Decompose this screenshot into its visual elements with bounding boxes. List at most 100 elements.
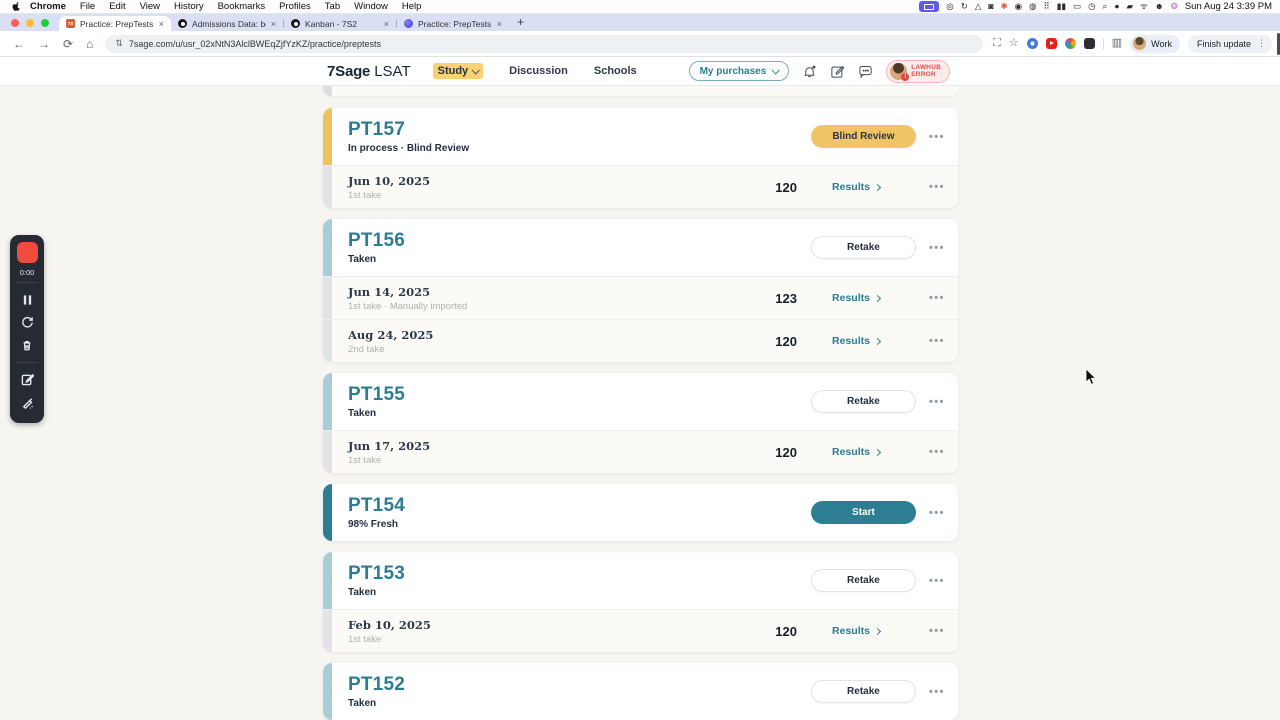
- triangle-icon[interactable]: △: [974, 1, 982, 12]
- browser-tab-1[interactable]: 7S Practice: PrepTests ×: [59, 16, 171, 31]
- close-tab-icon[interactable]: ×: [158, 18, 164, 29]
- tab-capture-icon[interactable]: ⛶: [993, 37, 1001, 49]
- extension-dark-icon[interactable]: [1083, 38, 1095, 49]
- chrome-menu-icon[interactable]: ⋮: [1257, 38, 1266, 48]
- home-button[interactable]: ⌂: [86, 36, 94, 51]
- menubar-clock[interactable]: Sun Aug 24 3:39 PM: [1184, 1, 1272, 12]
- extension-color-icon[interactable]: [1064, 38, 1076, 49]
- card-menu-button[interactable]: •••: [928, 241, 945, 254]
- results-link[interactable]: Results: [797, 335, 915, 347]
- bell-icon[interactable]: ●: [1114, 1, 1120, 12]
- minimize-window-button[interactable]: [26, 18, 34, 27]
- paw-app-icon[interactable]: ✱: [1000, 1, 1008, 12]
- take-menu-button[interactable]: •••: [928, 181, 945, 193]
- take-menu-button[interactable]: •••: [928, 335, 945, 347]
- new-tab-button[interactable]: +: [517, 15, 525, 29]
- take-menu-button[interactable]: •••: [928, 625, 945, 637]
- menu-item-view[interactable]: View: [139, 1, 161, 12]
- browser-tab-2[interactable]: Admissions Data: better law ×: [171, 16, 283, 31]
- browser-tab-4[interactable]: Practice: PrepTests - 24 Aug ×: [397, 16, 509, 31]
- lawhub-error-badge[interactable]: LAWHUB ERROR: [886, 59, 950, 83]
- spotlight-icon[interactable]: ⌕: [1102, 1, 1108, 12]
- menu-item-tab[interactable]: Tab: [324, 1, 341, 12]
- extension-blue-icon[interactable]: [1026, 38, 1038, 49]
- badge-app-icon[interactable]: ◉: [1014, 1, 1023, 12]
- keyboard-icon[interactable]: ▮▮: [1056, 1, 1067, 12]
- zoom-window-button[interactable]: [41, 18, 49, 27]
- menu-item-bookmarks[interactable]: Bookmarks: [217, 1, 266, 12]
- retake-button[interactable]: Retake: [810, 390, 916, 413]
- compose-icon[interactable]: [830, 64, 845, 79]
- results-link[interactable]: Results: [797, 181, 915, 193]
- take-menu-button[interactable]: •••: [928, 446, 945, 458]
- circle-icon[interactable]: ◎: [946, 1, 954, 12]
- restart-recording-button[interactable]: [21, 316, 34, 329]
- site-settings-icon[interactable]: ⇅: [115, 38, 123, 48]
- close-tab-icon[interactable]: ×: [496, 18, 502, 29]
- results-link[interactable]: Results: [797, 292, 915, 304]
- menu-item-edit[interactable]: Edit: [109, 1, 126, 12]
- nav-study[interactable]: Study: [432, 63, 484, 79]
- bookmark-star-icon[interactable]: ☆: [1008, 37, 1019, 49]
- side-panel-icon[interactable]: ▥: [1111, 37, 1123, 49]
- close-tab-icon[interactable]: ×: [383, 18, 389, 29]
- battery-icon[interactable]: ▰: [1126, 1, 1133, 12]
- zero-app-icon[interactable]: ◍: [1029, 1, 1037, 12]
- card-menu-button[interactable]: •••: [928, 685, 945, 698]
- finish-update-button[interactable]: Finish update ⋮: [1187, 34, 1272, 53]
- card-menu-button[interactable]: •••: [928, 395, 945, 408]
- screen-recording-indicator[interactable]: [919, 1, 940, 12]
- menu-item-chrome[interactable]: Chrome: [30, 1, 66, 12]
- blind-review-button[interactable]: Blind Review: [810, 125, 916, 148]
- menu-item-help[interactable]: Help: [401, 1, 422, 12]
- wifi-icon[interactable]: ᯤ: [1140, 1, 1148, 12]
- my-purchases-button[interactable]: My purchases: [688, 61, 790, 81]
- apple-menu-icon[interactable]: [12, 1, 21, 12]
- card-menu-button[interactable]: •••: [928, 506, 945, 519]
- menu-item-file[interactable]: File: [79, 1, 96, 12]
- scrollbar-thumb[interactable]: [1277, 33, 1280, 55]
- camera-app-icon[interactable]: ◙: [988, 1, 994, 12]
- retake-button[interactable]: Retake: [810, 236, 916, 259]
- tab-title: Practice: PrepTests: [80, 18, 154, 29]
- annotate-icon[interactable]: [21, 373, 34, 386]
- extension-youtube-icon[interactable]: [1045, 38, 1057, 49]
- profile-chip[interactable]: Work: [1130, 34, 1180, 53]
- user-status-icon[interactable]: ☻: [1154, 1, 1164, 12]
- display-icon[interactable]: ▭: [1073, 1, 1082, 12]
- stop-recording-button[interactable]: [16, 242, 38, 263]
- clock-app-icon[interactable]: ◷: [1088, 1, 1096, 12]
- delete-recording-button[interactable]: [21, 339, 33, 352]
- menu-item-history[interactable]: History: [174, 1, 204, 12]
- siri-icon[interactable]: ❂: [1170, 1, 1178, 12]
- take-date: Feb 10, 2025: [348, 617, 431, 632]
- test-title: PT154: [348, 495, 405, 516]
- start-button[interactable]: Start: [810, 501, 916, 524]
- back-button[interactable]: ←: [13, 36, 25, 51]
- card-menu-button[interactable]: •••: [928, 130, 945, 143]
- card-menu-button[interactable]: •••: [928, 574, 945, 587]
- chat-icon[interactable]: [858, 64, 873, 79]
- notifications-bell-icon[interactable]: [802, 64, 817, 79]
- nav-discussion[interactable]: Discussion: [509, 65, 568, 77]
- menu-item-window[interactable]: Window: [354, 1, 388, 12]
- address-bar[interactable]: ⇅ 7sage.com/u/usr_02xNtN3AlclBWEqZjfYzKZ…: [105, 34, 984, 53]
- url-text[interactable]: 7sage.com/u/usr_02xNtN3AlclBWEqZjfYzKZ/p…: [128, 38, 381, 49]
- grid-icon[interactable]: ⠿: [1043, 1, 1050, 12]
- refresh-icon[interactable]: ↻: [960, 1, 968, 12]
- take-menu-button[interactable]: •••: [928, 292, 945, 304]
- reload-button[interactable]: ⟳: [63, 36, 74, 51]
- browser-tab-3[interactable]: Kanban - 7S2 ×: [284, 16, 396, 31]
- highlighter-icon[interactable]: [21, 396, 34, 409]
- menu-item-profiles[interactable]: Profiles: [279, 1, 311, 12]
- site-logo[interactable]: 7Sage LSAT: [327, 62, 411, 80]
- pause-recording-button[interactable]: [22, 293, 33, 306]
- retake-button[interactable]: Retake: [810, 680, 916, 703]
- results-link[interactable]: Results: [797, 625, 915, 637]
- results-link[interactable]: Results: [797, 446, 915, 458]
- close-tab-icon[interactable]: ×: [270, 18, 276, 29]
- close-window-button[interactable]: [11, 18, 19, 27]
- nav-schools[interactable]: Schools: [593, 65, 637, 77]
- forward-button[interactable]: →: [38, 36, 50, 51]
- retake-button[interactable]: Retake: [810, 569, 916, 592]
